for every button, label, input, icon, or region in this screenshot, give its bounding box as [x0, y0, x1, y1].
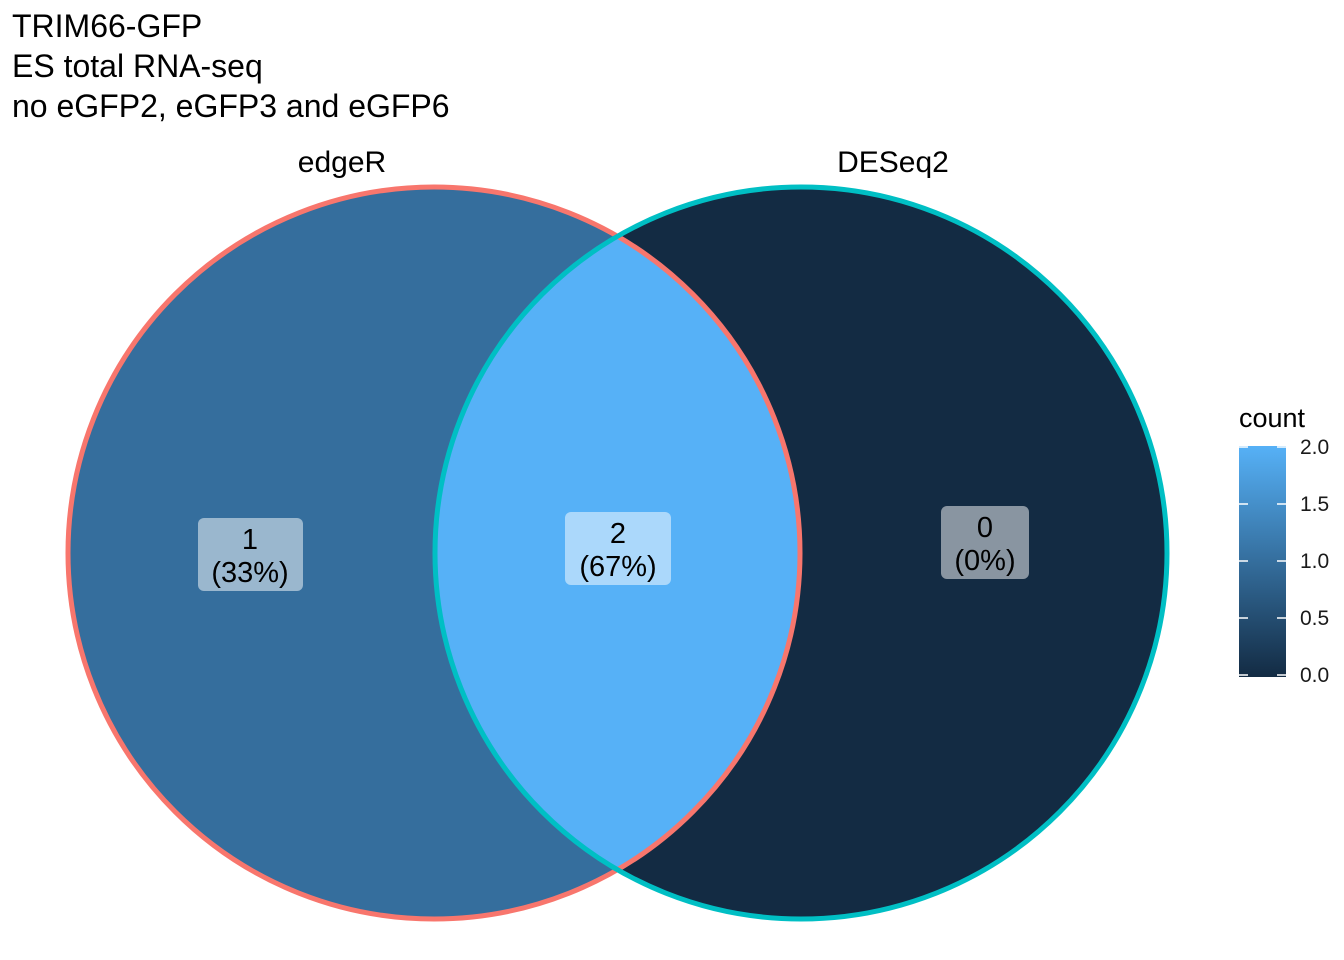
region-label-both: 2 (67%): [565, 512, 671, 585]
title-line-2: ES total RNA-seq: [12, 48, 263, 84]
region-label-DESeq2-only: 0 (0%): [941, 506, 1029, 579]
legend-tick-label: 1.0: [1300, 550, 1329, 573]
legend-tick-label: 0.5: [1300, 607, 1329, 630]
legend-tick-label: 2.0: [1300, 436, 1329, 459]
legend: count 2.0 1.5 1.0 0.5 0.0: [1239, 403, 1329, 687]
legend-tick-label: 0.0: [1300, 664, 1329, 687]
edgeR-circle-border: [65, 184, 803, 922]
region-percent-edgeR-only: (33%): [211, 557, 288, 589]
title-block: TRIM66-GFP ES total RNA-seq no eGFP2, eG…: [12, 6, 450, 126]
legend-tick-label: 1.5: [1300, 493, 1329, 516]
region-percent-DESeq2-only: (0%): [954, 545, 1015, 577]
DESeq2-circle-border: [432, 184, 1170, 922]
region-percent-both: (67%): [579, 551, 656, 583]
region-label-edgeR-only: 1 (33%): [198, 518, 303, 591]
legend-ticks: [1239, 446, 1286, 676]
label-box: [198, 518, 303, 591]
label-box: [565, 512, 671, 585]
set-label-edgeR: edgeR: [298, 146, 386, 179]
set-label-DESeq2: DESeq2: [837, 146, 949, 179]
title-line-1: TRIM66-GFP: [12, 8, 203, 44]
label-box: [941, 506, 1029, 579]
region-both-fill: [435, 187, 800, 919]
title-line-3: no eGFP2, eGFP3 and eGFP6: [12, 88, 450, 124]
region-count-edgeR-only: 1: [242, 524, 258, 556]
region-count-both: 2: [610, 518, 626, 550]
region-count-DESeq2-only: 0: [977, 512, 993, 544]
legend-title: count: [1239, 403, 1306, 433]
